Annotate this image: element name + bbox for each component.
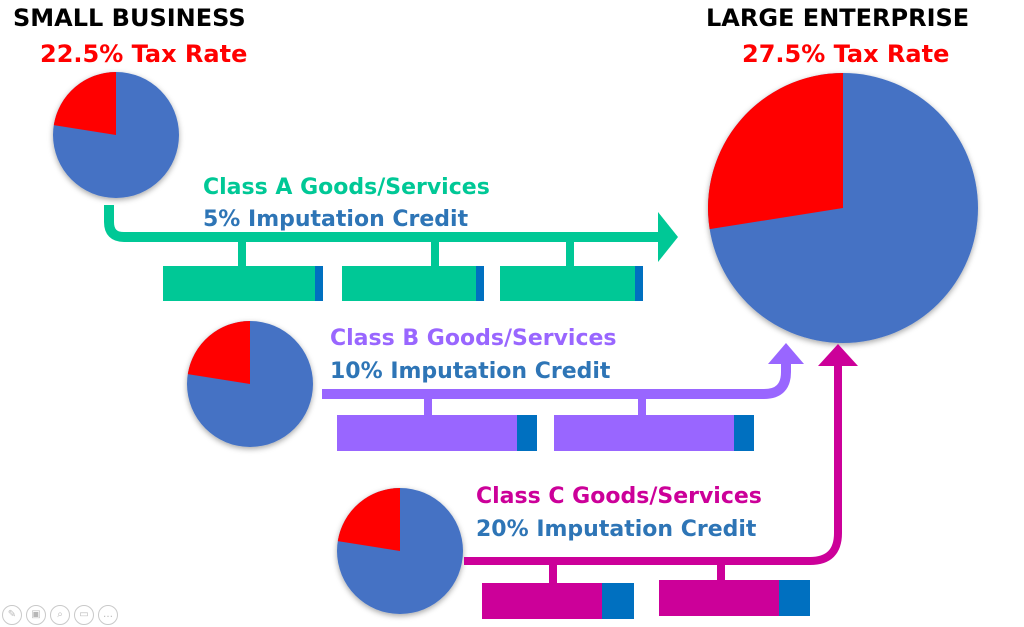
class-b-title: Class B Goods/Services <box>330 326 617 351</box>
zoom-icon[interactable]: ⌕ <box>50 605 70 625</box>
class-a-title: Class A Goods/Services <box>203 175 490 200</box>
large-enterprise-pie <box>707 73 978 343</box>
class-a-arrow <box>104 205 678 262</box>
class-c-credit-1 <box>602 583 634 619</box>
class-b-bars <box>337 394 754 451</box>
slides-icon[interactable]: ▣ <box>26 605 46 625</box>
class-a-bar-3 <box>500 266 643 301</box>
class-b-credit-1 <box>517 415 537 451</box>
small-business-pie <box>53 72 179 198</box>
pointer-icon[interactable]: ✎ <box>2 605 22 625</box>
class-a-bar-2 <box>342 266 484 301</box>
class-b-credit: 10% Imputation Credit <box>330 359 611 384</box>
class-b-bar-2 <box>554 415 754 451</box>
class-a-credit: 5% Imputation Credit <box>203 207 469 232</box>
large-enterprise-tax-rate: 27.5% Tax Rate <box>742 40 950 68</box>
class-c-credit-2 <box>779 580 810 616</box>
large-enterprise-title: LARGE ENTERPRISE <box>706 4 970 32</box>
class-b-pie <box>187 321 313 447</box>
class-c-arrow <box>464 344 858 565</box>
class-c-credit: 20% Imputation Credit <box>476 517 757 542</box>
class-a-bar-1 <box>163 266 323 301</box>
class-b-arrow <box>322 343 804 399</box>
class-c-title: Class C Goods/Services <box>476 484 762 509</box>
class-a-credit-2 <box>476 266 484 301</box>
class-c-pie <box>337 488 463 614</box>
presentation-controls: ✎ ▣ ⌕ ▭ … <box>2 605 118 625</box>
more-icon[interactable]: … <box>98 605 118 625</box>
small-business-title: SMALL BUSINESS <box>13 4 246 32</box>
small-business-tax-rate: 22.5% Tax Rate <box>40 40 248 68</box>
class-a-credit-1 <box>315 266 323 301</box>
class-b-bar-1 <box>337 415 537 451</box>
class-a-credit-3 <box>635 266 643 301</box>
subtitles-icon[interactable]: ▭ <box>74 605 94 625</box>
class-c-bars <box>482 561 810 619</box>
class-a-bars <box>163 237 643 301</box>
class-b-credit-2 <box>734 415 754 451</box>
